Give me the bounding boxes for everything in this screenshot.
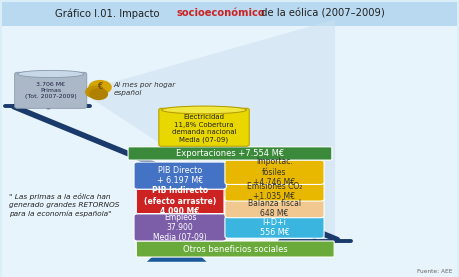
FancyBboxPatch shape bbox=[136, 189, 224, 214]
Circle shape bbox=[86, 86, 105, 98]
FancyBboxPatch shape bbox=[134, 214, 226, 241]
Text: Importac.
fósiles
+4.746 M€: Importac. fósiles +4.746 M€ bbox=[253, 157, 296, 187]
Text: de la eólica (2007–2009): de la eólica (2007–2009) bbox=[258, 8, 385, 18]
Circle shape bbox=[309, 229, 320, 235]
Text: I+D+i
556 M€: I+D+i 556 M€ bbox=[260, 218, 289, 237]
Polygon shape bbox=[80, 19, 335, 258]
Polygon shape bbox=[147, 234, 207, 262]
Text: " Las primas a la eólica han
generado grandes RETORNOS
para la economía española: " Las primas a la eólica han generado gr… bbox=[9, 193, 119, 217]
Text: Al mes por hogar
español: Al mes por hogar español bbox=[114, 83, 176, 96]
Text: PIB Indirecto
(efecto arrastre)
4.090 M€: PIB Indirecto (efecto arrastre) 4.090 M€ bbox=[144, 186, 216, 216]
Text: Gráfico I.01. Impacto: Gráfico I.01. Impacto bbox=[55, 8, 162, 19]
Text: €: € bbox=[97, 82, 103, 91]
Text: Balanza fiscal
648 M€: Balanza fiscal 648 M€ bbox=[248, 199, 301, 218]
Text: Empleos
37.900
Media (07-09): Empleos 37.900 Media (07-09) bbox=[153, 212, 207, 242]
Text: Emisiones CO₂
+1.035 M€: Emisiones CO₂ +1.035 M€ bbox=[247, 182, 302, 201]
FancyBboxPatch shape bbox=[225, 160, 324, 184]
FancyBboxPatch shape bbox=[15, 72, 87, 108]
Circle shape bbox=[90, 89, 107, 99]
FancyBboxPatch shape bbox=[2, 26, 457, 277]
Text: 3.706 M€
Primas
(Tot. 2007-2009): 3.706 M€ Primas (Tot. 2007-2009) bbox=[25, 83, 77, 99]
FancyBboxPatch shape bbox=[136, 241, 334, 257]
Text: socioeconómico: socioeconómico bbox=[177, 8, 265, 18]
FancyBboxPatch shape bbox=[225, 199, 324, 218]
FancyBboxPatch shape bbox=[225, 182, 324, 201]
Ellipse shape bbox=[162, 106, 246, 114]
Circle shape bbox=[89, 81, 111, 94]
FancyBboxPatch shape bbox=[134, 162, 226, 189]
Text: Electricidad
11,8% Cobertura
demanda nacional
Media (07-09): Electricidad 11,8% Cobertura demanda nac… bbox=[172, 114, 236, 143]
Text: Otros beneficios sociales: Otros beneficios sociales bbox=[183, 245, 288, 253]
Text: Datos
2007-09: Datos 2007-09 bbox=[162, 245, 192, 258]
FancyBboxPatch shape bbox=[159, 108, 249, 146]
FancyBboxPatch shape bbox=[128, 147, 332, 160]
Text: PIB Directo
+ 6.197 M€: PIB Directo + 6.197 M€ bbox=[157, 166, 203, 185]
Text: Fuente: AEE: Fuente: AEE bbox=[417, 269, 452, 274]
Circle shape bbox=[43, 96, 54, 102]
FancyBboxPatch shape bbox=[2, 2, 457, 26]
Ellipse shape bbox=[17, 70, 84, 78]
FancyBboxPatch shape bbox=[225, 217, 324, 238]
Text: Exportaciones +7.554 M€: Exportaciones +7.554 M€ bbox=[176, 149, 284, 158]
